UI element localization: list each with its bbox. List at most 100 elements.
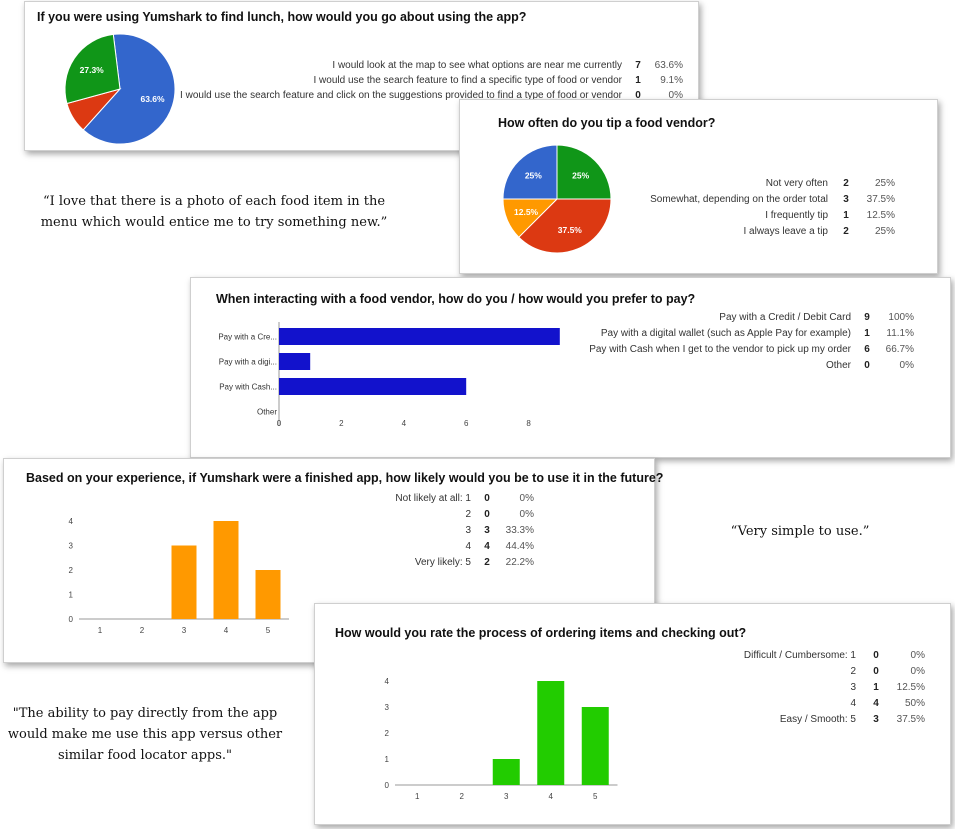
- legend-percent: 100%: [888, 312, 914, 323]
- pie-chart-lunch: 63.6% 27.3% I would look at the map to see…: [64, 33, 683, 145]
- legend-count: 0: [864, 360, 870, 371]
- legend-count: 6: [864, 344, 870, 355]
- y-tick-label: 4: [385, 677, 390, 686]
- category-label: Other: [257, 408, 277, 417]
- survey-card-pay: When interacting with a food vendor, how…: [190, 277, 951, 458]
- survey-card-tip: How often do you tip a food vendor? 25% 3…: [459, 99, 938, 274]
- y-tick-label: 2: [69, 566, 74, 575]
- chart-title: When interacting with a food vendor, how…: [216, 292, 696, 306]
- y-tick-label: 3: [69, 542, 74, 551]
- legend-label: 2: [465, 509, 471, 520]
- x-tick-label: 1: [415, 792, 420, 801]
- survey-card-ordering: How would you rate the process of orderi…: [314, 603, 951, 825]
- legend-percent: 66.7%: [886, 344, 914, 355]
- legend-count: 1: [635, 75, 641, 86]
- y-tick-label: 1: [69, 591, 74, 600]
- category-label: Pay with Cash...: [219, 383, 277, 392]
- bar: [492, 759, 520, 785]
- x-tick-label: 0: [277, 419, 282, 428]
- legend: Not likely at all: 1 0 0% 2 0 0% 3 3 33.3% 4 4 44.4…: [395, 493, 534, 568]
- legend-count: 4: [484, 541, 490, 552]
- x-tick-label: 4: [224, 626, 229, 635]
- slice-label: 25%: [572, 170, 589, 180]
- slice-label: 37.5%: [558, 225, 583, 235]
- legend-label: 2: [850, 666, 856, 677]
- x-tick-label: 4: [549, 792, 554, 801]
- x-tick-label: 8: [526, 419, 531, 428]
- x-tick-label: 1: [98, 626, 103, 635]
- bar: [279, 353, 311, 370]
- legend-label: 4: [465, 541, 471, 552]
- x-tick-label: 2: [140, 626, 145, 635]
- quote-line: would make me use this app versus other: [7, 727, 283, 742]
- survey-card-lunch: If you were using Yumshark to find lunch…: [24, 1, 699, 151]
- bar: [171, 545, 197, 619]
- legend-count: 3: [484, 525, 490, 536]
- legend-percent: 50%: [905, 698, 925, 709]
- category-label: Pay with a digi...: [219, 358, 277, 367]
- legend-count: 7: [635, 60, 641, 71]
- bar-chart-ordering: 0 1 2 3 4 1 2 3 4 5 Difficult / Cumbersome: 1 0 0% 2 0…: [385, 650, 926, 801]
- slice-label: 12.5%: [514, 207, 539, 217]
- legend-label: 3: [850, 682, 856, 693]
- pie-slice: [502, 144, 558, 200]
- y-tick-label: 0: [385, 781, 390, 790]
- legend-label: Very likely: 5: [415, 557, 472, 568]
- legend-label: Not likely at all: 1: [395, 493, 471, 504]
- quote-line: “I love that there is a photo of each fo…: [42, 194, 386, 209]
- chart-title: How would you rate the process of orderi…: [335, 626, 747, 640]
- legend-count: 0: [635, 90, 641, 101]
- legend-percent: 12.5%: [897, 682, 925, 693]
- legend: I would look at the map to see what opti…: [180, 60, 683, 101]
- bar: [279, 328, 560, 345]
- legend: Not very often 2 25% Somewhat, depending on…: [650, 178, 895, 237]
- bar-chart-pay: Pay with a Cre... Pay with a digi... Pay w…: [218, 312, 914, 428]
- y-tick-label: 4: [69, 517, 74, 526]
- legend: Pay with a Credit / Debit Card 9 100%Pay w…: [589, 312, 914, 371]
- x-tick-label: 2: [460, 792, 465, 801]
- x-tick-label: 3: [182, 626, 187, 635]
- legend-percent: 0%: [520, 509, 535, 520]
- legend-label: Not very often: [766, 178, 828, 189]
- legend-percent: 0%: [900, 360, 915, 371]
- legend-label: I always leave a tip: [744, 226, 829, 237]
- y-tick-label: 0: [69, 615, 74, 624]
- legend-label: I would look at the map to see what opti…: [332, 60, 622, 71]
- legend-count: 0: [484, 509, 490, 520]
- legend-label: I would use the search feature and click…: [180, 90, 623, 101]
- pie-slice: [556, 144, 612, 200]
- category-label: Pay with a Cre...: [218, 333, 277, 342]
- legend-count: 3: [843, 194, 849, 205]
- legend-percent: 25%: [875, 178, 895, 189]
- pie-slice: [64, 33, 121, 105]
- quote-simple: “Very simple to use.”: [680, 521, 920, 542]
- legend-label: Pay with a Credit / Debit Card: [719, 312, 851, 323]
- legend-count: 1: [873, 682, 879, 693]
- x-tick-label: 6: [464, 419, 469, 428]
- quote-line: menu which would entice me to try someth…: [40, 215, 388, 230]
- legend-percent: 44.4%: [506, 541, 534, 552]
- legend-label: I would use the search feature to find a…: [313, 75, 622, 86]
- legend-percent: 63.6%: [655, 60, 683, 71]
- legend-percent: 0%: [911, 650, 926, 661]
- quote-photo: “I love that there is a photo of each fo…: [14, 191, 414, 233]
- legend-percent: 0%: [669, 90, 684, 101]
- legend-label: Somewhat, depending on the order total: [650, 194, 828, 205]
- legend-percent: 33.3%: [506, 525, 534, 536]
- quote-line: “Very simple to use.”: [730, 524, 870, 539]
- legend-count: 0: [873, 650, 879, 661]
- x-tick-label: 5: [593, 792, 598, 801]
- chart-title: How often do you tip a food vendor?: [498, 116, 716, 130]
- legend-count: 1: [843, 210, 849, 221]
- bar: [213, 521, 239, 619]
- quote-pay: "The ability to pay directly from the ap…: [0, 703, 290, 766]
- bar: [279, 378, 467, 395]
- legend-label: 4: [850, 698, 856, 709]
- legend-label: Other: [826, 360, 852, 371]
- quote-line: "The ability to pay directly from the ap…: [12, 706, 278, 721]
- slice-label: 25%: [525, 170, 542, 180]
- legend-count: 0: [484, 493, 490, 504]
- legend-count: 2: [843, 178, 849, 189]
- legend-count: 2: [484, 557, 490, 568]
- slice-label: 27.3%: [80, 65, 105, 75]
